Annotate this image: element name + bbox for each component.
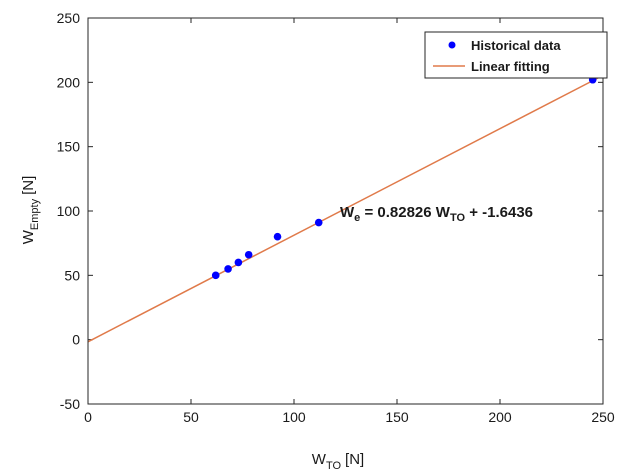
y-tick-label: 250 xyxy=(57,10,81,26)
fit-equation-annotation: We = 0.82826 WTO + -1.6436 xyxy=(340,204,533,224)
data-point xyxy=(234,258,243,267)
y-tick-label: 100 xyxy=(57,203,81,219)
x-tick-label: 100 xyxy=(282,409,306,425)
y-tick-label: -50 xyxy=(60,396,80,412)
data-point xyxy=(211,271,220,280)
fit-line xyxy=(87,74,604,343)
legend-label-historical: Historical data xyxy=(471,38,561,53)
data-point xyxy=(273,232,282,241)
data-point xyxy=(314,218,323,227)
y-tick-label: 0 xyxy=(72,332,80,348)
x-tick-label: 50 xyxy=(183,409,199,425)
x-tick-label: 200 xyxy=(488,409,512,425)
legend: Historical data Linear fitting xyxy=(424,31,608,79)
y-tick-label: 50 xyxy=(64,267,80,283)
data-point xyxy=(244,250,253,259)
legend-marker-historical xyxy=(448,41,456,49)
plot-frame xyxy=(87,17,604,405)
y-axis-label: WEmpty[N] xyxy=(20,176,41,245)
x-axis-label: WTO [N] xyxy=(312,451,364,472)
x-tick-label: 250 xyxy=(591,409,615,425)
y-tick-label: 150 xyxy=(57,139,81,155)
legend-label-fitting: Linear fitting xyxy=(471,59,550,74)
data-point xyxy=(224,265,232,273)
x-tick-label: 0 xyxy=(84,409,92,425)
x-tick-label: 150 xyxy=(385,409,409,425)
legend-box xyxy=(424,31,608,79)
y-tick-label: 200 xyxy=(57,74,81,90)
